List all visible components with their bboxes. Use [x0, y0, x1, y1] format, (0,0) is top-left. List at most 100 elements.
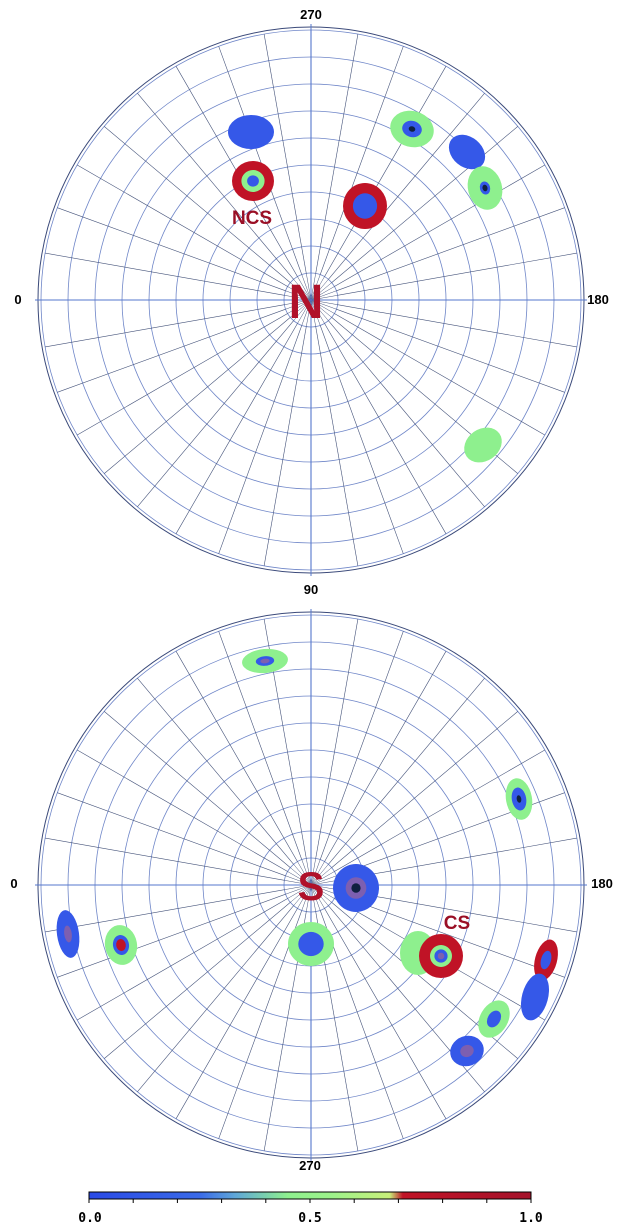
grid-fan: [290, 299, 312, 318]
grid-spoke: [319, 46, 404, 275]
grid-fan: [293, 884, 312, 906]
grid-fan: [297, 299, 312, 324]
grid-fan: [310, 299, 337, 310]
grid-spoke: [336, 207, 565, 292]
grid-fan: [306, 273, 312, 301]
blob-layer: [464, 427, 502, 463]
grid-fan: [310, 861, 325, 886]
grid-spoke: [218, 910, 303, 1139]
grid-spoke: [263, 326, 307, 566]
grid-spoke: [77, 749, 288, 872]
grid-fan: [287, 286, 312, 301]
grid-fan: [310, 299, 321, 326]
density-blob: [478, 1000, 510, 1038]
grid-spoke: [104, 126, 291, 283]
south-pole-letter: S: [298, 865, 325, 909]
south-label-top: 90: [304, 582, 318, 597]
grid-spoke: [218, 325, 303, 554]
grid-fan: [290, 884, 312, 903]
south-data-blobs: [56, 648, 558, 1067]
grid-spoke: [137, 320, 294, 507]
grid-spoke: [337, 889, 577, 933]
grid-spoke: [337, 837, 577, 881]
grid-spoke: [45, 304, 285, 348]
grid-fan: [284, 880, 312, 886]
grid-fan: [310, 884, 337, 895]
grid-spoke: [319, 325, 404, 554]
south-label-left: 0: [10, 876, 17, 891]
grid-spoke: [77, 898, 288, 1021]
grid-fan: [310, 299, 338, 305]
grid-fan: [310, 884, 325, 909]
grid-spoke: [104, 317, 291, 474]
grid-fan: [287, 884, 312, 899]
grid-spoke: [319, 631, 404, 860]
density-blob: [448, 134, 486, 170]
grid-fan: [310, 864, 329, 886]
grid-spoke: [328, 93, 485, 280]
grid-fan: [285, 875, 312, 886]
grid-fan: [293, 864, 312, 886]
grid-spoke: [104, 902, 291, 1059]
density-blob: [104, 925, 138, 965]
grid-spoke: [57, 893, 286, 978]
grid-fan: [290, 282, 312, 301]
colorbar-minor-ticks: [88, 1199, 532, 1203]
grid-spoke: [334, 749, 545, 872]
grid-spoke: [324, 323, 447, 534]
grid-spoke: [336, 893, 565, 978]
grid-fan: [290, 867, 312, 886]
grid-fan: [297, 276, 312, 301]
blob-layer: [64, 925, 72, 943]
grid-fan: [306, 858, 312, 886]
colorbar-gradient: [88, 1191, 532, 1200]
grid-fan: [310, 884, 316, 912]
south-hemisphere-panel: 90 0 180 270 S CS: [10, 582, 612, 1173]
grid-fan: [310, 871, 335, 886]
grid-fan: [310, 273, 316, 301]
blob-layer: [482, 184, 488, 192]
grid-fan: [297, 884, 312, 909]
grid-fan: [310, 884, 329, 906]
grid-spoke: [331, 711, 518, 868]
grid-spoke: [57, 207, 286, 292]
grid-spoke: [77, 164, 288, 287]
blob-layer: [351, 883, 361, 893]
grid-fan: [310, 884, 332, 903]
grid-fan: [310, 858, 316, 886]
grid-spoke: [315, 619, 359, 859]
blob-layer: [298, 931, 324, 957]
density-blob: [390, 110, 434, 148]
blob-layer: [516, 795, 522, 803]
grid-fan: [306, 884, 312, 912]
grid-spoke: [336, 308, 565, 393]
grid-spoke: [319, 910, 404, 1139]
grid-spoke: [315, 326, 359, 566]
grid-fan: [310, 274, 321, 301]
density-blob: [232, 161, 274, 201]
grid-fan: [310, 884, 335, 899]
density-blob: [505, 778, 533, 820]
grid-fan: [293, 279, 312, 301]
grid-fan: [285, 884, 312, 895]
grid-spoke: [337, 252, 577, 296]
grid-fan: [310, 282, 332, 301]
grid-fan: [310, 299, 332, 318]
grid-spoke: [137, 93, 294, 280]
grid-spoke: [324, 651, 447, 862]
colorbar: 0.0 0.5 1.0: [78, 1191, 543, 1226]
north-pole-letter: N: [289, 276, 324, 329]
grid-spoke: [175, 651, 298, 862]
density-blob: [228, 115, 274, 149]
grid-spoke: [218, 46, 303, 275]
south-region-label: CS: [444, 913, 470, 934]
grid-spoke: [137, 678, 294, 865]
grid-spoke: [45, 252, 285, 296]
density-blob: [242, 648, 288, 674]
blob-layer: [540, 950, 552, 970]
blob-layer: [260, 658, 270, 664]
blob-layer: [408, 126, 416, 132]
grid-spoke: [45, 889, 285, 933]
grid-spoke: [77, 313, 288, 436]
